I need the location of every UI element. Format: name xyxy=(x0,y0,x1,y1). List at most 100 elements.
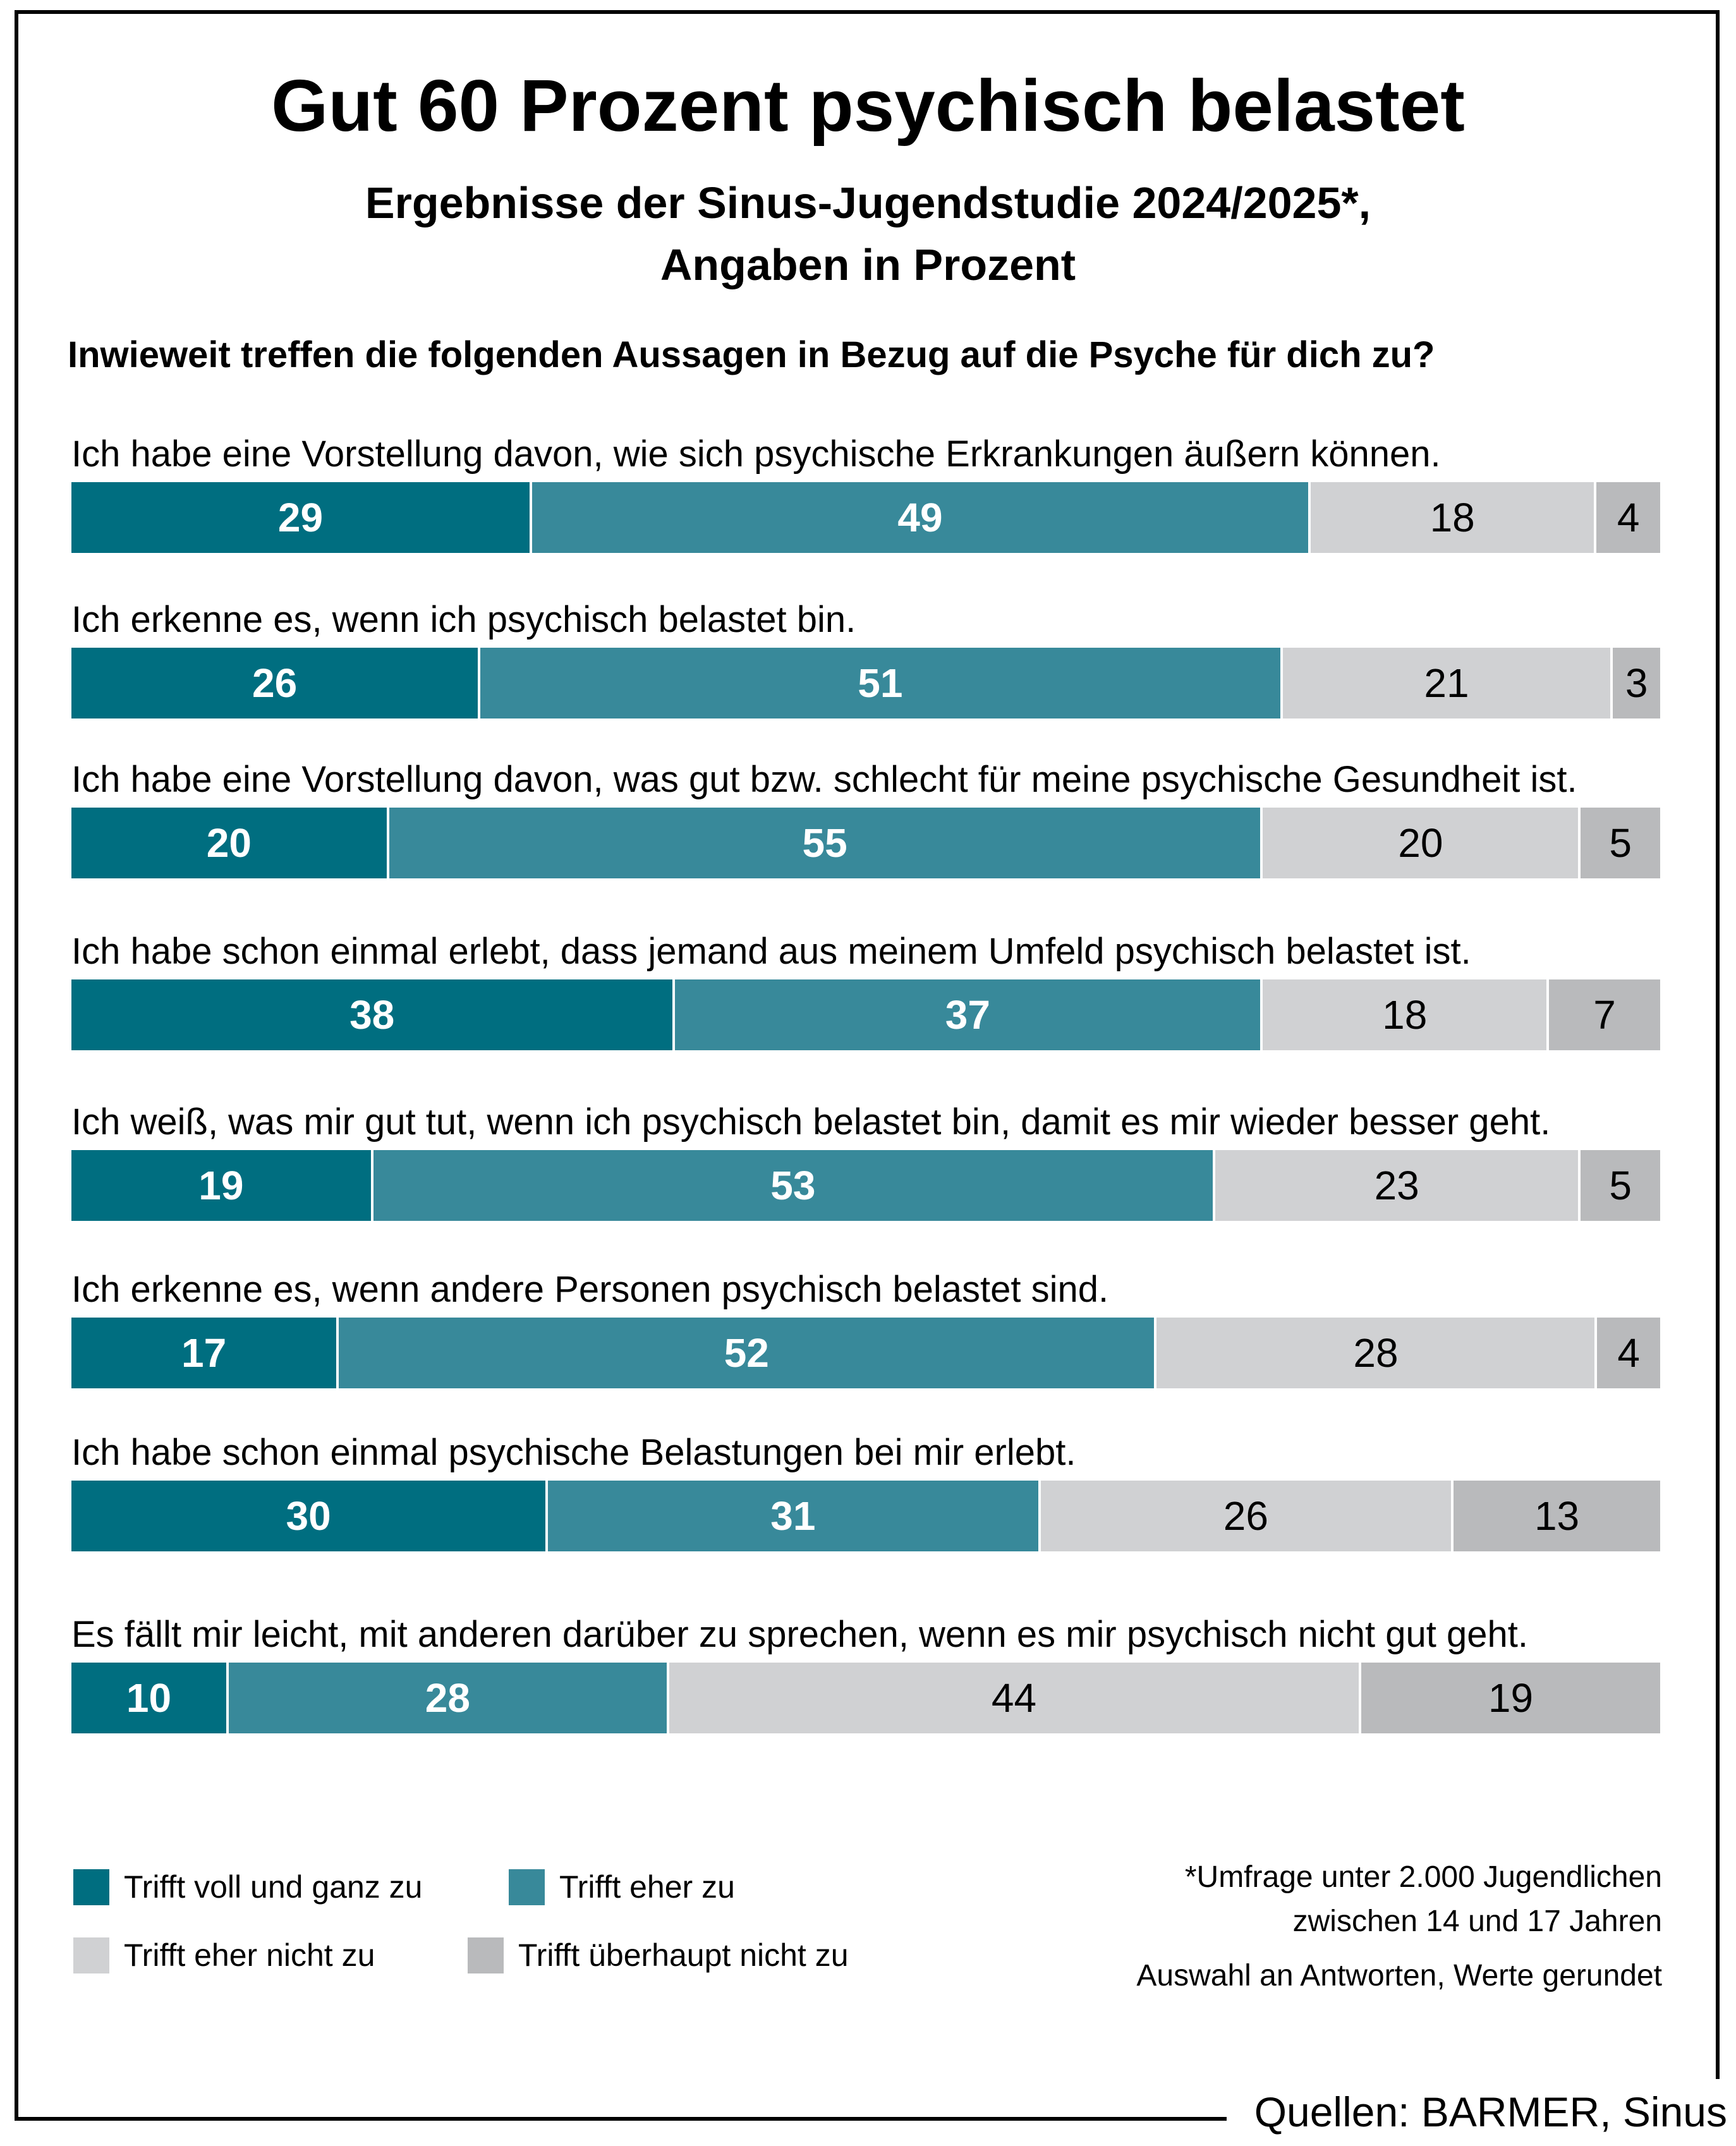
bar-segment-1: 38 xyxy=(71,979,676,1050)
bar-row: Ich weiß, was mir gut tut, wenn ich psyc… xyxy=(71,1102,1660,1221)
footnote-line-2: zwischen 14 und 17 Jahren xyxy=(1292,1905,1662,1938)
bar-segment-1: 30 xyxy=(71,1481,549,1551)
border-frame xyxy=(15,10,1720,2121)
bar-value: 21 xyxy=(1424,660,1469,706)
bar-value: 4 xyxy=(1617,1330,1640,1376)
bar-value: 38 xyxy=(349,992,395,1038)
bar-value: 26 xyxy=(1223,1493,1268,1539)
question-heading: Inwieweit treffen die folgenden Aussagen… xyxy=(68,334,1435,375)
bar-segment-1: 26 xyxy=(71,648,481,718)
source-credit: Quellen: BARMER, Sinus xyxy=(1226,2079,1730,2142)
bar-segment-3: 28 xyxy=(1156,1318,1598,1388)
legend-swatch-trifft-ueberhaupt-nicht-zu xyxy=(468,1937,504,1973)
bar-row: Ich erkenne es, wenn andere Personen psy… xyxy=(71,1270,1660,1388)
bar-value: 10 xyxy=(126,1675,172,1721)
bar-segment-4: 7 xyxy=(1549,979,1660,1050)
bar-value: 26 xyxy=(252,660,298,706)
stacked-bar: 29 49 18 4 xyxy=(71,482,1660,553)
footnote-line-1: *Umfrage unter 2.000 Jugendlichen xyxy=(1184,1860,1662,1894)
bar-row: Ich habe schon einmal psychische Belastu… xyxy=(71,1433,1660,1551)
bar-segment-1: 19 xyxy=(71,1150,373,1221)
legend-item-trifft-eher-nicht-zu: Trifft eher nicht zu xyxy=(73,1937,375,1973)
bar-value: 49 xyxy=(897,495,943,540)
bar-segment-2: 37 xyxy=(675,979,1263,1050)
bar-segment-1: 17 xyxy=(71,1318,339,1388)
bar-segment-2: 28 xyxy=(228,1663,669,1733)
legend-item-trifft-eher-zu: Trifft eher zu xyxy=(509,1869,735,1905)
footnote: *Umfrage unter 2.000 Jugendlichen zwisch… xyxy=(1136,1855,1662,1998)
bar-row-label: Ich erkenne es, wenn ich psychisch belas… xyxy=(71,599,856,640)
bar-value: 7 xyxy=(1593,992,1616,1038)
bar-value: 20 xyxy=(1398,820,1443,866)
bar-value: 51 xyxy=(858,660,903,706)
footnote-line-3: Auswahl an Antworten, Werte gerundet xyxy=(1136,1959,1662,1992)
bar-row-label: Ich habe schon einmal psychische Belastu… xyxy=(71,1432,1076,1473)
bar-segment-4: 3 xyxy=(1613,648,1660,718)
stacked-bar: 30 31 26 13 xyxy=(71,1481,1660,1551)
bar-row-label: Ich habe eine Vorstellung davon, wie sic… xyxy=(71,433,1441,475)
bar-value: 31 xyxy=(770,1493,816,1539)
bar-value: 19 xyxy=(1488,1675,1534,1721)
bar-segment-3: 26 xyxy=(1040,1481,1454,1551)
bar-row: Ich habe eine Vorstellung davon, wie sic… xyxy=(71,434,1660,553)
bar-segment-3: 20 xyxy=(1263,808,1581,878)
bar-value: 52 xyxy=(724,1330,769,1376)
legend-swatch-trifft-eher-nicht-zu xyxy=(73,1937,109,1973)
bar-value: 17 xyxy=(181,1330,227,1376)
bar-value: 37 xyxy=(945,992,990,1038)
bar-segment-3: 18 xyxy=(1310,482,1597,553)
bar-row-label: Es fällt mir leicht, mit anderen darüber… xyxy=(71,1614,1528,1655)
bar-value: 20 xyxy=(206,820,252,866)
bar-value: 44 xyxy=(991,1675,1037,1721)
bar-value: 3 xyxy=(1625,660,1648,706)
bar-row-label: Ich habe eine Vorstellung davon, was gut… xyxy=(71,759,1577,800)
legend-item-trifft-ueberhaupt-nicht-zu: Trifft überhaupt nicht zu xyxy=(468,1937,849,1973)
bar-segment-4: 5 xyxy=(1581,808,1660,878)
bar-value: 30 xyxy=(286,1493,331,1539)
bar-segment-3: 23 xyxy=(1215,1150,1581,1221)
bar-segment-4: 19 xyxy=(1361,1663,1660,1733)
bar-segment-1: 10 xyxy=(71,1663,229,1733)
bar-segment-3: 21 xyxy=(1282,648,1613,718)
bar-value: 19 xyxy=(198,1163,244,1208)
bar-value: 23 xyxy=(1374,1163,1419,1208)
bar-value: 13 xyxy=(1534,1493,1580,1539)
legend-item-trifft-voll-und-ganz-zu: Trifft voll und ganz zu xyxy=(73,1869,422,1905)
stacked-bar: 20 55 20 5 xyxy=(71,808,1660,878)
bar-value: 29 xyxy=(277,495,324,540)
bar-row-label: Ich habe schon einmal erlebt, dass jeman… xyxy=(71,931,1471,972)
bar-row: Ich erkenne es, wenn ich psychisch belas… xyxy=(71,600,1660,718)
bar-value: 18 xyxy=(1429,495,1475,540)
bar-segment-2: 31 xyxy=(548,1481,1041,1551)
bar-value: 55 xyxy=(802,820,847,866)
bar-segment-3: 18 xyxy=(1263,979,1549,1050)
subtitle-line-1: Ergebnisse der Sinus-Jugendstudie 2024/2… xyxy=(365,178,1371,227)
bar-value: 5 xyxy=(1609,820,1632,866)
bar-segment-4: 13 xyxy=(1454,1481,1660,1551)
bar-segment-4: 5 xyxy=(1581,1150,1660,1221)
stacked-bar: 10 28 44 19 xyxy=(71,1663,1660,1733)
bar-segment-2: 55 xyxy=(389,808,1263,878)
legend-swatch-trifft-voll-und-ganz-zu xyxy=(73,1869,109,1905)
stacked-bar: 19 53 23 5 xyxy=(71,1150,1660,1221)
bar-value: 18 xyxy=(1382,992,1428,1038)
page-title: Gut 60 Prozent psychisch belastet xyxy=(271,64,1465,147)
legend-swatch-trifft-eher-zu xyxy=(509,1869,545,1905)
bar-row: Es fällt mir leicht, mit anderen darüber… xyxy=(71,1615,1660,1733)
bar-row: Ich habe schon einmal erlebt, dass jeman… xyxy=(71,931,1660,1050)
bar-segment-2: 51 xyxy=(480,648,1283,718)
stacked-bar: 17 52 28 4 xyxy=(71,1318,1660,1388)
bar-value: 5 xyxy=(1609,1163,1632,1208)
bar-segment-1: 20 xyxy=(71,808,389,878)
legend-label: Trifft voll und ganz zu xyxy=(124,1869,423,1905)
bar-value: 28 xyxy=(1353,1330,1399,1376)
bar-value: 4 xyxy=(1617,495,1640,540)
legend-label: Trifft eher nicht zu xyxy=(124,1937,375,1973)
stacked-bar: 38 37 18 7 xyxy=(71,979,1660,1050)
subtitle: Ergebnisse der Sinus-Jugendstudie 2024/2… xyxy=(0,172,1736,296)
bar-segment-2: 53 xyxy=(373,1150,1216,1221)
bar-segment-4: 4 xyxy=(1597,1318,1660,1388)
